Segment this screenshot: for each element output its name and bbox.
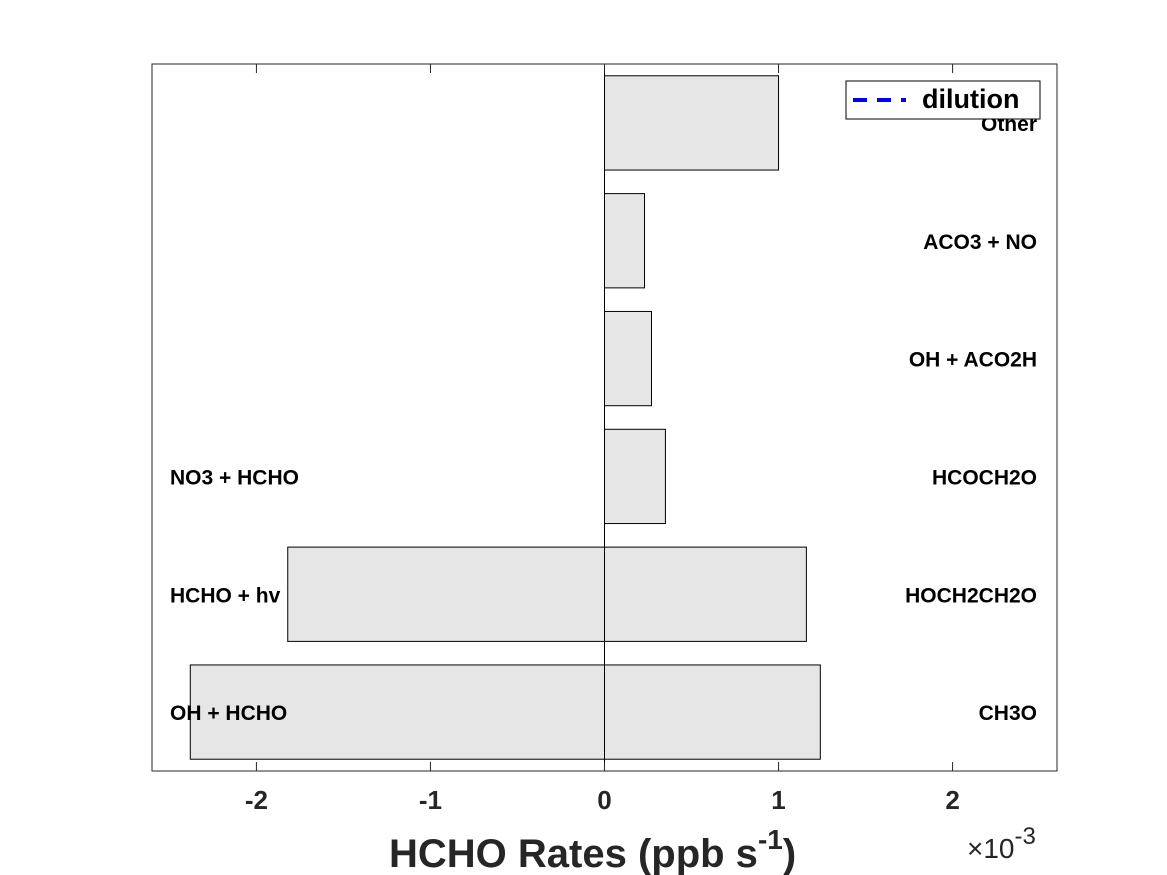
bar-production-2 — [604, 428, 666, 525]
production-label-1: HOCH2CH2O — [905, 584, 1037, 607]
x-axis-multiplier-exponent: -3 — [1015, 823, 1036, 850]
loss-label-1: HCHO + hv — [170, 584, 281, 607]
production-label-4: ACO3 + NO — [923, 231, 1037, 254]
x-axis-label-exponent: -1 — [758, 824, 783, 855]
legend-box — [845, 80, 1041, 120]
bar-production-1 — [604, 546, 807, 642]
bar-production-4 — [604, 193, 646, 289]
x-tick-label-0: -2 — [245, 785, 268, 815]
bar-production-5 — [604, 75, 780, 171]
bars-group — [189, 75, 821, 760]
legend: dilution — [845, 80, 1041, 120]
x-axis-multiplier-base: ×10 — [967, 833, 1015, 864]
x-axis-multiplier: ×10-3 — [967, 823, 1036, 864]
x-tick-label-3: 1 — [771, 785, 785, 815]
legend-dilution-label: dilution — [922, 84, 1019, 114]
x-axis-label: HCHO Rates (ppb s-1) — [389, 824, 796, 875]
x-tick-label-2: 0 — [597, 785, 611, 815]
production-label-2: HCOCH2O — [932, 466, 1037, 489]
x-tick-label-4: 2 — [945, 785, 959, 815]
x-ticks-group: -2 -1 0 1 2 — [245, 64, 960, 815]
x-axis-label-main: HCHO Rates (ppb s — [389, 832, 758, 875]
x-tick-label-1: -1 — [419, 785, 442, 815]
bar-loss-1 — [287, 546, 605, 642]
bar-production-0 — [604, 664, 821, 760]
x-axis-label-close: ) — [783, 832, 796, 875]
loss-label-0: OH + HCHO — [170, 702, 287, 725]
bar-production-3 — [604, 310, 652, 407]
production-label-3: OH + ACO2H — [909, 349, 1037, 372]
loss-label-2: NO3 + HCHO — [170, 466, 299, 489]
production-label-0: CH3O — [979, 702, 1037, 725]
bar-labels-group: CH3O OH + HCHO HOCH2CH2O HCHO + hv HCOCH2O NO… — [170, 113, 1037, 725]
